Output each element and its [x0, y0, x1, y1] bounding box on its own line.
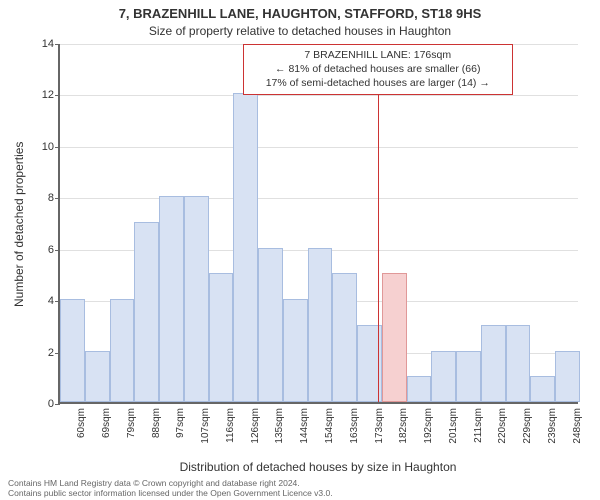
xtick-label: 135sqm — [274, 408, 285, 458]
ytick-label: 14 — [42, 38, 54, 50]
bar — [233, 93, 258, 402]
xtick-label: 126sqm — [250, 408, 261, 458]
marker-line — [378, 44, 379, 402]
bar — [85, 351, 110, 402]
bar — [530, 376, 555, 402]
ytick-label: 8 — [48, 192, 54, 204]
xtick-label: 107sqm — [200, 408, 211, 458]
xtick-label: 192sqm — [423, 408, 434, 458]
xtick-label: 248sqm — [572, 408, 583, 458]
xtick-label: 201sqm — [448, 408, 459, 458]
xtick-label: 173sqm — [374, 408, 385, 458]
xtick-label: 239sqm — [547, 408, 558, 458]
plot-area: 7 BRAZENHILL LANE: 176sqm ← 81% of detac… — [58, 44, 578, 404]
xtick-label: 97sqm — [175, 408, 186, 458]
ytick-mark — [55, 44, 60, 45]
ytick-mark — [55, 147, 60, 148]
xaxis-title: Distribution of detached houses by size … — [58, 460, 578, 474]
ytick-mark — [55, 353, 60, 354]
annotation-line-2: ← 81% of detached houses are smaller (66… — [250, 62, 506, 76]
bar — [258, 248, 283, 402]
xtick-label: 88sqm — [151, 408, 162, 458]
bar — [456, 351, 481, 402]
ytick-label: 2 — [48, 347, 54, 359]
bar — [184, 196, 209, 402]
subtitle: Size of property relative to detached ho… — [0, 24, 600, 38]
ytick-mark — [55, 250, 60, 251]
annotation-line-1: 7 BRAZENHILL LANE: 176sqm — [250, 48, 506, 62]
bar — [110, 299, 135, 402]
ytick-mark — [55, 95, 60, 96]
xtick-label: 229sqm — [522, 408, 533, 458]
bar — [481, 325, 506, 402]
bar — [134, 222, 159, 402]
xtick-label: 154sqm — [324, 408, 335, 458]
bar — [209, 273, 234, 402]
xtick-label: 182sqm — [398, 408, 409, 458]
ytick-label: 10 — [42, 141, 54, 153]
attribution-line-1: Contains HM Land Registry data © Crown c… — [8, 478, 592, 488]
ytick-label: 0 — [48, 398, 54, 410]
bar — [431, 351, 456, 402]
xtick-label: 163sqm — [349, 408, 360, 458]
ytick-mark — [55, 301, 60, 302]
title: 7, BRAZENHILL LANE, HAUGHTON, STAFFORD, … — [0, 6, 600, 21]
bar — [283, 299, 308, 402]
bar — [407, 376, 432, 402]
xtick-label: 144sqm — [299, 408, 310, 458]
bar-highlight — [382, 273, 407, 402]
bar — [506, 325, 531, 402]
xtick-label: 69sqm — [101, 408, 112, 458]
xtick-label: 211sqm — [473, 408, 484, 458]
bars — [60, 44, 578, 402]
bar — [308, 248, 333, 402]
annotation-line-3: 17% of semi-detached houses are larger (… — [250, 76, 506, 90]
yaxis-title: Number of detached properties — [12, 44, 28, 404]
annotation-box: 7 BRAZENHILL LANE: 176sqm ← 81% of detac… — [243, 44, 513, 95]
bar — [159, 196, 184, 402]
bar — [332, 273, 357, 402]
attribution: Contains HM Land Registry data © Crown c… — [8, 478, 592, 498]
ytick-label: 6 — [48, 244, 54, 256]
xtick-label: 220sqm — [497, 408, 508, 458]
attribution-line-2: Contains public sector information licen… — [8, 488, 592, 498]
ytick-mark — [55, 404, 60, 405]
bar — [60, 299, 85, 402]
xtick-label: 60sqm — [76, 408, 87, 458]
ytick-label: 12 — [42, 89, 54, 101]
xtick-label: 79sqm — [126, 408, 137, 458]
ytick-mark — [55, 198, 60, 199]
bar — [555, 351, 580, 402]
xtick-label: 116sqm — [225, 408, 236, 458]
ytick-label: 4 — [48, 295, 54, 307]
chart-container: 7, BRAZENHILL LANE, HAUGHTON, STAFFORD, … — [0, 0, 600, 500]
